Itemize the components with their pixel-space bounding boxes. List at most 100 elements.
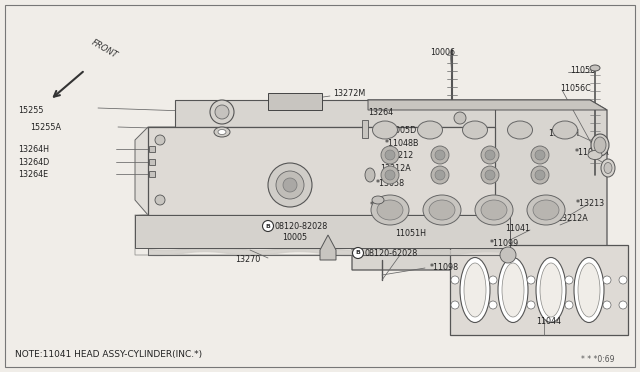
Ellipse shape	[429, 200, 455, 220]
Circle shape	[565, 301, 573, 309]
Text: 11051H: 11051H	[395, 228, 426, 237]
Text: *11051A: *11051A	[575, 148, 610, 157]
Circle shape	[451, 301, 459, 309]
Circle shape	[489, 276, 497, 284]
Circle shape	[527, 301, 535, 309]
Ellipse shape	[372, 121, 397, 139]
Text: *13225E: *13225E	[370, 201, 404, 209]
Ellipse shape	[578, 263, 600, 317]
Circle shape	[535, 170, 545, 180]
Polygon shape	[450, 245, 628, 335]
Text: 11056C: 11056C	[560, 83, 591, 93]
Ellipse shape	[588, 151, 602, 160]
Polygon shape	[368, 100, 607, 110]
Circle shape	[435, 170, 445, 180]
Text: *13213: *13213	[576, 199, 605, 208]
Text: 13270: 13270	[235, 256, 260, 264]
Ellipse shape	[417, 121, 442, 139]
Text: 13212A: 13212A	[557, 214, 588, 222]
Circle shape	[527, 276, 535, 284]
Ellipse shape	[591, 134, 609, 156]
Ellipse shape	[536, 257, 566, 323]
Ellipse shape	[498, 257, 528, 323]
Circle shape	[385, 150, 395, 160]
Text: 13264: 13264	[368, 108, 393, 116]
Text: 10006: 10006	[430, 48, 455, 57]
Circle shape	[283, 178, 297, 192]
Circle shape	[431, 166, 449, 184]
Circle shape	[381, 166, 399, 184]
Ellipse shape	[604, 163, 612, 173]
Text: 11041: 11041	[505, 224, 530, 232]
Circle shape	[381, 146, 399, 164]
Ellipse shape	[574, 257, 604, 323]
Text: * * *0:69: * * *0:69	[582, 356, 615, 365]
Circle shape	[215, 105, 229, 119]
Circle shape	[276, 171, 304, 199]
Text: *11099: *11099	[490, 238, 519, 247]
Ellipse shape	[475, 195, 513, 225]
Text: FRONT: FRONT	[90, 38, 120, 60]
Circle shape	[451, 276, 459, 284]
Text: 10005: 10005	[282, 232, 307, 241]
Ellipse shape	[463, 121, 488, 139]
Ellipse shape	[460, 257, 490, 323]
Ellipse shape	[502, 263, 524, 317]
Polygon shape	[148, 127, 495, 215]
Bar	[149, 146, 155, 152]
Ellipse shape	[540, 263, 562, 317]
Ellipse shape	[218, 129, 226, 135]
Circle shape	[485, 170, 495, 180]
Circle shape	[619, 276, 627, 284]
Ellipse shape	[214, 127, 230, 137]
Circle shape	[500, 247, 516, 263]
Text: B: B	[356, 250, 360, 256]
Circle shape	[619, 301, 627, 309]
Text: NOTE:11041 HEAD ASSY-CYLINDER(INC.*): NOTE:11041 HEAD ASSY-CYLINDER(INC.*)	[15, 350, 202, 359]
Circle shape	[262, 221, 273, 231]
Circle shape	[481, 146, 499, 164]
Text: 13212A: 13212A	[380, 164, 411, 173]
Circle shape	[485, 150, 495, 160]
Text: 11056: 11056	[570, 65, 595, 74]
Circle shape	[603, 276, 611, 284]
Ellipse shape	[423, 195, 461, 225]
Ellipse shape	[552, 121, 577, 139]
Text: 10005D: 10005D	[385, 125, 416, 135]
Text: *13212: *13212	[385, 151, 414, 160]
Circle shape	[489, 301, 497, 309]
Circle shape	[603, 301, 611, 309]
Circle shape	[531, 166, 549, 184]
Bar	[362, 120, 368, 138]
Ellipse shape	[590, 65, 600, 71]
Text: 15255: 15255	[18, 106, 44, 115]
Circle shape	[385, 170, 395, 180]
Text: 11051H: 11051H	[548, 128, 579, 138]
Text: 08120-82028: 08120-82028	[275, 221, 328, 231]
Polygon shape	[268, 93, 322, 110]
Polygon shape	[135, 127, 510, 248]
Polygon shape	[135, 215, 510, 248]
Ellipse shape	[481, 200, 507, 220]
Polygon shape	[175, 100, 495, 127]
Circle shape	[155, 135, 165, 145]
Text: B: B	[266, 224, 271, 228]
Text: 13264E: 13264E	[18, 170, 48, 179]
Ellipse shape	[464, 263, 486, 317]
Text: *13058: *13058	[376, 179, 405, 187]
Circle shape	[481, 166, 499, 184]
Polygon shape	[320, 235, 336, 260]
Polygon shape	[352, 100, 607, 270]
Text: 15255A: 15255A	[30, 122, 61, 131]
Ellipse shape	[377, 200, 403, 220]
Text: 08120-62028: 08120-62028	[365, 248, 419, 257]
Circle shape	[431, 146, 449, 164]
Circle shape	[565, 276, 573, 284]
Text: *11098: *11098	[430, 263, 459, 272]
Circle shape	[531, 146, 549, 164]
Ellipse shape	[508, 121, 532, 139]
Circle shape	[435, 150, 445, 160]
Text: 13272M: 13272M	[333, 89, 365, 97]
Ellipse shape	[372, 196, 384, 204]
Text: 13264D: 13264D	[18, 157, 49, 167]
